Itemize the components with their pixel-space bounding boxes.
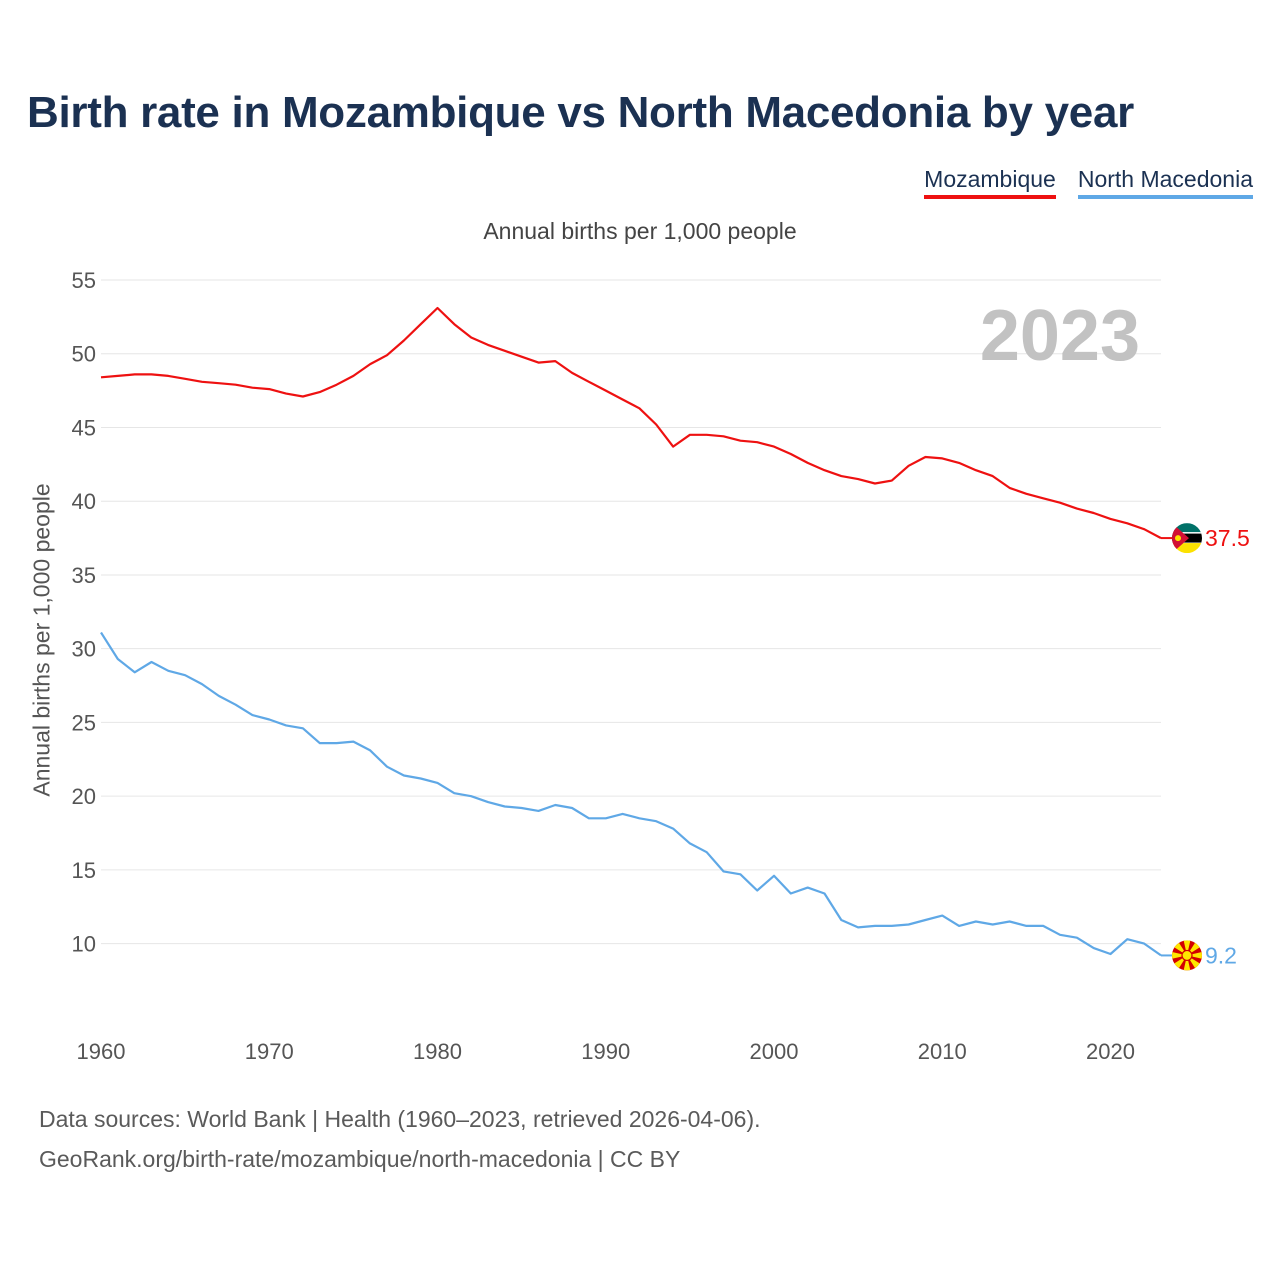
x-tick-label-2000: 2000 — [750, 1039, 799, 1064]
x-tick-label-2020: 2020 — [1086, 1039, 1135, 1064]
chart-title: Birth rate in Mozambique vs North Macedo… — [27, 88, 1134, 137]
y-tick-label-50: 50 — [72, 342, 96, 367]
legend: Mozambique North Macedonia — [924, 166, 1253, 199]
y-tick-label-45: 45 — [72, 415, 96, 440]
chart-subtitle: Annual births per 1,000 people — [483, 218, 797, 244]
y-tick-label-35: 35 — [72, 563, 96, 588]
x-tick-label-1960: 1960 — [77, 1039, 126, 1064]
x-tick-label-1980: 1980 — [413, 1039, 462, 1064]
x-tick-label-2010: 2010 — [918, 1039, 967, 1064]
x-tick-label-1970: 1970 — [245, 1039, 294, 1064]
mozambique-flag-icon — [1172, 523, 1202, 554]
year-label: 2023 — [980, 296, 1140, 376]
y-tick-label-40: 40 — [72, 489, 96, 514]
legend-item-mozambique[interactable]: Mozambique — [924, 166, 1056, 199]
footer-sources: Data sources: World Bank | Health (1960–… — [39, 1106, 761, 1132]
end-label-north-macedonia: 9.2 — [1205, 942, 1237, 968]
legend-item-north-macedonia[interactable]: North Macedonia — [1077, 166, 1253, 199]
y-tick-label-30: 30 — [72, 637, 96, 662]
x-tick-label-1990: 1990 — [581, 1039, 630, 1064]
y-tick-label-10: 10 — [72, 932, 96, 957]
y-tick-label-25: 25 — [72, 710, 96, 735]
y-tick-label-15: 15 — [72, 858, 96, 883]
y-tick-label-55: 55 — [72, 268, 96, 293]
y-tick-label-20: 20 — [72, 784, 96, 809]
series-line-mozambique — [100, 306, 1162, 540]
footer-url[interactable]: GeoRank.org/birth-rate/mozambique/north-… — [39, 1146, 681, 1172]
end-label-mozambique: 37.5 — [1205, 525, 1250, 551]
series-line-north-macedonia — [100, 631, 1162, 957]
